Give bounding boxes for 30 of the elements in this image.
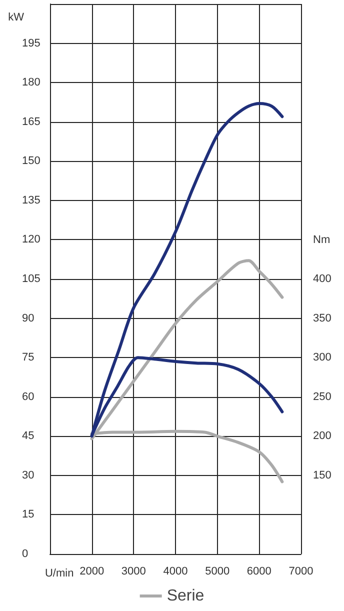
y2-axis-title: Nm: [313, 234, 330, 246]
x-tick-label: 3000: [121, 566, 146, 578]
x-tick-label: 4000: [163, 566, 188, 578]
x-axis-title: U/min: [44, 568, 74, 580]
y2-tick-label: 300: [313, 352, 332, 364]
y-tick-label: 165: [22, 116, 40, 128]
y-tick-label: 105: [22, 273, 40, 285]
y2-tick-label: 350: [313, 312, 332, 324]
y2-tick-label: 400: [313, 273, 332, 285]
y2-tick-label: 250: [313, 390, 332, 403]
x-tick-label: 5000: [205, 566, 230, 578]
y2-tick-label: 150: [313, 469, 332, 482]
y-tick-label: 120: [22, 234, 40, 246]
legend-label: Serie: [166, 588, 204, 604]
y-tick-label: 60: [22, 390, 34, 403]
y-tick-label: 135: [22, 194, 40, 206]
y-tick-label: 0: [22, 548, 28, 560]
y-axis-title: kW: [8, 12, 25, 24]
x-tick-label: 2000: [80, 566, 104, 578]
y-tick-label: 195: [22, 37, 40, 50]
y-tick-label: 30: [22, 469, 34, 482]
y-tick-label: 75: [22, 352, 34, 364]
y-tick-label: 45: [22, 430, 34, 442]
y-tick-label: 150: [22, 155, 40, 168]
y2-tick-label: 200: [313, 430, 332, 442]
x-tick-label: 7000: [288, 566, 314, 578]
y-tick-label: 15: [22, 508, 34, 521]
y-tick-label: 90: [22, 312, 34, 324]
x-tick-label: 6000: [246, 566, 272, 578]
y-tick-label: 180: [22, 76, 40, 89]
